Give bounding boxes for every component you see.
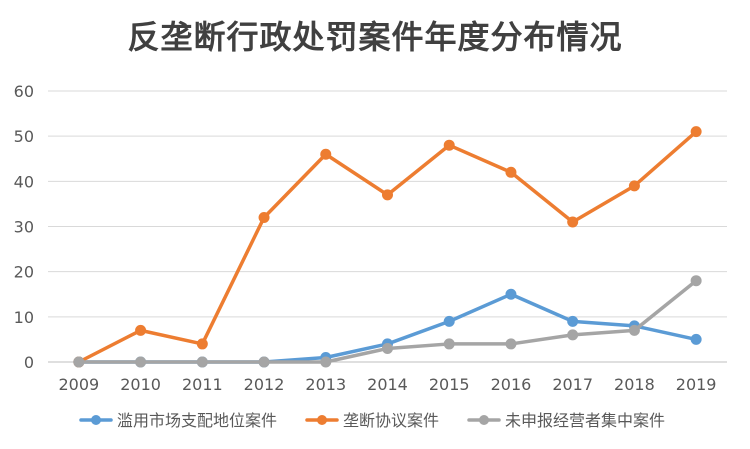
x-tick-label: 2019	[676, 375, 717, 394]
data-point-series-3	[196, 356, 208, 368]
y-tick-label: 30	[14, 218, 34, 237]
legend-marker-1	[91, 415, 101, 425]
data-point-series-2	[505, 166, 517, 178]
data-point-series-1	[690, 333, 702, 345]
data-point-series-1	[567, 315, 579, 327]
x-tick-label: 2010	[120, 375, 161, 394]
data-point-series-2	[135, 324, 147, 336]
data-point-series-2	[196, 338, 208, 350]
data-point-series-2	[320, 148, 332, 160]
chart-title: 反垄断行政处罚案件年度分布情况	[127, 18, 623, 56]
data-point-series-2	[690, 126, 702, 138]
y-tick-label: 10	[14, 308, 34, 327]
x-tick-label: 2016	[491, 375, 532, 394]
x-tick-label: 2013	[305, 375, 346, 394]
x-tick-label: 2011	[182, 375, 223, 394]
x-tick-label: 2018	[614, 375, 655, 394]
x-tick-label: 2017	[552, 375, 593, 394]
y-tick-label: 50	[14, 127, 34, 146]
data-point-series-3	[628, 324, 640, 336]
x-tick-label: 2015	[429, 375, 470, 394]
data-point-series-3	[505, 338, 517, 350]
x-tick-label: 2009	[59, 375, 100, 394]
x-tick-label: 2014	[367, 375, 408, 394]
data-point-series-3	[690, 275, 702, 287]
data-point-series-3	[73, 356, 85, 368]
data-point-series-2	[628, 180, 640, 192]
legend-marker-3	[479, 415, 489, 425]
x-tick-label: 2012	[244, 375, 285, 394]
y-tick-label: 60	[14, 82, 34, 101]
legend-label-3: 未申报经营者集中案件	[505, 411, 665, 430]
data-point-series-1	[505, 288, 517, 300]
data-point-series-3	[443, 338, 455, 350]
y-tick-label: 40	[14, 172, 34, 191]
data-point-series-3	[258, 356, 270, 368]
legend-marker-2	[317, 415, 327, 425]
legend-label-2: 垄断协议案件	[343, 411, 439, 430]
y-tick-label: 20	[14, 263, 34, 282]
data-point-series-1	[443, 315, 455, 327]
data-point-series-2	[443, 139, 455, 151]
data-point-series-3	[135, 356, 147, 368]
legend-label-1: 滥用市场支配地位案件	[117, 411, 277, 430]
series-line-2	[77, 129, 698, 364]
y-tick-label: 0	[24, 353, 34, 372]
data-point-series-3	[320, 356, 332, 368]
data-point-series-2	[382, 189, 393, 201]
data-point-series-3	[382, 342, 393, 354]
data-point-series-3	[567, 329, 579, 341]
data-point-series-2	[567, 216, 579, 228]
data-point-series-2	[258, 211, 270, 223]
